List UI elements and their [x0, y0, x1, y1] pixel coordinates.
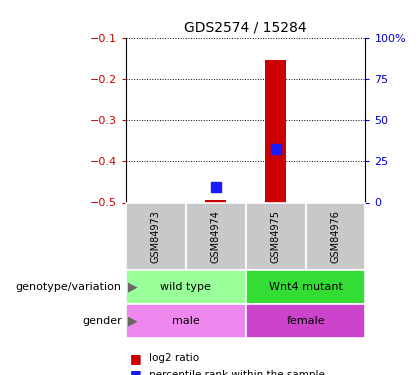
- Text: wild type: wild type: [160, 282, 211, 292]
- Text: log2 ratio: log2 ratio: [149, 353, 199, 363]
- Text: GSM84976: GSM84976: [331, 210, 341, 262]
- Text: ■: ■: [130, 369, 142, 375]
- Bar: [246, 202, 306, 270]
- Bar: [126, 270, 246, 304]
- Bar: [306, 202, 365, 270]
- Text: GSM84975: GSM84975: [270, 210, 281, 263]
- Point: [272, 146, 279, 152]
- Text: percentile rank within the sample: percentile rank within the sample: [149, 370, 325, 375]
- Bar: [246, 270, 365, 304]
- Text: ▶: ▶: [128, 314, 138, 327]
- Text: male: male: [172, 316, 200, 326]
- Bar: [186, 202, 246, 270]
- Text: female: female: [286, 316, 325, 326]
- Bar: [126, 202, 186, 270]
- Text: GSM84974: GSM84974: [211, 210, 221, 262]
- Text: gender: gender: [82, 316, 122, 326]
- Text: GSM84973: GSM84973: [151, 210, 161, 262]
- Title: GDS2574 / 15284: GDS2574 / 15284: [184, 21, 307, 35]
- Bar: [126, 304, 246, 338]
- Point: [213, 184, 219, 190]
- Text: ▶: ▶: [128, 280, 138, 293]
- Text: genotype/variation: genotype/variation: [16, 282, 122, 292]
- Bar: [265, 60, 286, 202]
- Text: Wnt4 mutant: Wnt4 mutant: [269, 282, 342, 292]
- Text: ■: ■: [130, 352, 142, 364]
- Bar: [246, 304, 365, 338]
- Bar: [205, 200, 226, 202]
